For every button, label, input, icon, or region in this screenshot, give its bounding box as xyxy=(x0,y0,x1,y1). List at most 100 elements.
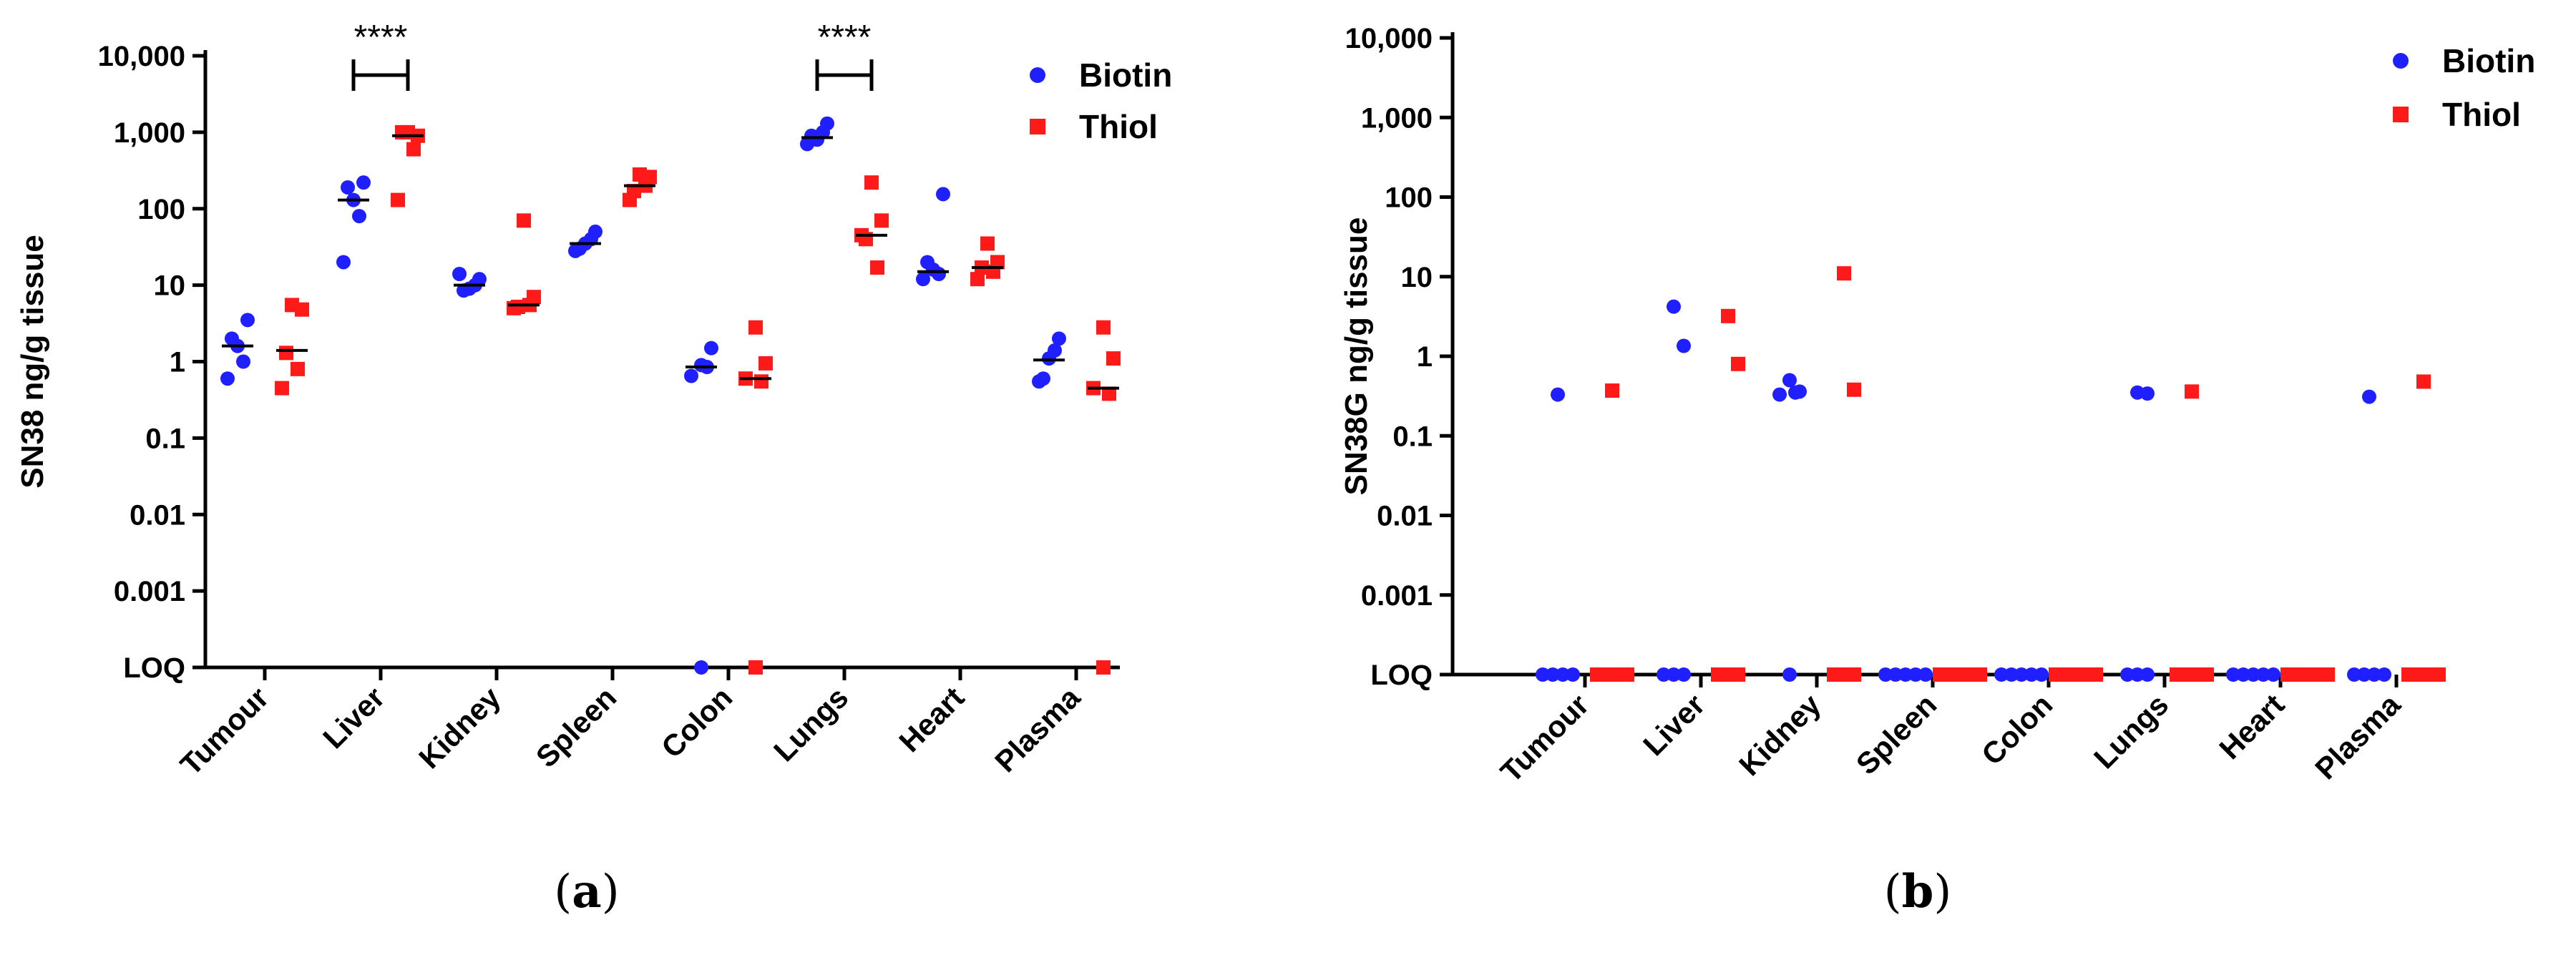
point-thiol xyxy=(754,374,769,389)
point-biotin xyxy=(2367,667,2381,682)
point-biotin xyxy=(2362,389,2376,404)
point-biotin xyxy=(1908,667,1923,682)
point-thiol xyxy=(1731,667,1745,682)
point-biotin xyxy=(1667,667,1681,682)
point-thiol xyxy=(391,192,405,207)
point-biotin xyxy=(1667,299,1681,314)
point-biotin xyxy=(804,128,819,143)
point-thiol xyxy=(758,356,773,371)
legend-marker-biotin xyxy=(1030,67,1045,83)
y-tick-label: 10,000 xyxy=(98,41,185,72)
point-biotin xyxy=(920,255,935,270)
point-thiol xyxy=(2416,374,2431,389)
x-tick-label: Heart xyxy=(892,680,970,758)
point-biotin xyxy=(816,124,830,139)
point-biotin xyxy=(1994,667,2009,682)
point-biotin xyxy=(457,283,471,298)
point-thiol xyxy=(1731,356,1745,371)
legend-label: Thiol xyxy=(1079,108,1158,145)
y-tick-label: 0.01 xyxy=(130,499,185,531)
point-thiol xyxy=(517,213,531,228)
point-thiol xyxy=(1106,351,1121,366)
point-thiol xyxy=(627,184,641,199)
y-tick-label: 0.1 xyxy=(145,423,185,454)
y-tick-label: 1 xyxy=(1417,341,1433,373)
y-tick-label: 0.1 xyxy=(1392,421,1433,452)
point-biotin xyxy=(1898,667,1913,682)
x-tick-label: Plasma xyxy=(988,680,1087,779)
point-biotin xyxy=(240,313,255,328)
significance-label: **** xyxy=(818,19,872,57)
legend-label: Biotin xyxy=(2442,42,2535,79)
panel-caption: (a) xyxy=(554,865,619,919)
point-thiol xyxy=(1847,667,1861,682)
point-biotin xyxy=(2140,667,2155,682)
point-biotin xyxy=(1052,331,1066,346)
point-biotin xyxy=(572,241,587,256)
y-tick-label: 100 xyxy=(137,194,185,225)
y-tick-label: LOQ xyxy=(1370,660,1433,691)
point-thiol xyxy=(2185,384,2199,399)
point-biotin xyxy=(236,354,250,369)
legend-label: Biotin xyxy=(1079,57,1172,94)
point-thiol xyxy=(1973,667,1987,682)
x-tick-label: Tumour xyxy=(174,680,275,782)
point-thiol xyxy=(1721,308,1735,323)
significance-bracket xyxy=(815,59,874,91)
point-thiol xyxy=(511,299,525,314)
y-tick-label: 0.01 xyxy=(1377,501,1433,532)
point-thiol xyxy=(1096,660,1111,675)
point-biotin xyxy=(2120,667,2135,682)
y-axis-title: SN38G ng/g tissue xyxy=(1339,217,1374,496)
point-biotin xyxy=(352,209,366,224)
point-biotin xyxy=(2266,667,2280,682)
x-tick-label: Plasma xyxy=(2308,687,2407,786)
point-biotin xyxy=(2024,667,2039,682)
point-biotin xyxy=(2256,667,2270,682)
point-biotin xyxy=(1918,667,1933,682)
y-tick-label: 10,000 xyxy=(1345,23,1433,54)
y-axis-title: SN38 ng/g tissue xyxy=(15,235,50,489)
x-tick-label: Spleen xyxy=(1850,687,1943,781)
y-tick-label: 0.001 xyxy=(114,576,185,607)
x-tick-label: Colon xyxy=(655,680,738,764)
point-biotin xyxy=(704,341,718,356)
point-biotin xyxy=(684,368,698,383)
point-thiol xyxy=(406,142,421,157)
point-thiol xyxy=(279,346,293,361)
point-thiol xyxy=(1102,386,1116,401)
panel-caption: (b) xyxy=(1884,865,1952,919)
legend-marker-biotin xyxy=(2393,53,2409,69)
legend-marker-thiol xyxy=(1030,119,1045,134)
point-biotin xyxy=(1048,343,1062,358)
point-biotin xyxy=(1551,387,1565,402)
point-biotin xyxy=(2377,667,2391,682)
point-biotin xyxy=(1536,667,1550,682)
x-tick-label: Lungs xyxy=(2087,687,2175,775)
x-tick-label: Liver xyxy=(1636,687,1711,762)
point-biotin xyxy=(2226,667,2240,682)
point-biotin xyxy=(356,175,371,190)
y-tick-label: LOQ xyxy=(123,652,185,684)
x-tick-label: Colon xyxy=(1975,687,2059,771)
point-biotin xyxy=(932,267,946,282)
y-tick-label: 0.001 xyxy=(1361,580,1433,612)
significance-bracket xyxy=(351,59,410,91)
x-tick-label: Heart xyxy=(2212,687,2290,765)
point-thiol xyxy=(395,124,409,139)
point-thiol xyxy=(748,660,763,675)
point-biotin xyxy=(2236,667,2250,682)
y-tick-label: 100 xyxy=(1385,182,1433,214)
point-thiol xyxy=(1620,667,1634,682)
point-biotin xyxy=(1677,667,1691,682)
point-thiol xyxy=(748,320,763,335)
point-biotin xyxy=(341,180,355,195)
panel-a: LOQ 0.001 0.01 0.1 1 10 100 1,000 10,000 SN38 ng/… xyxy=(15,19,1172,919)
point-thiol xyxy=(2431,667,2446,682)
point-thiol xyxy=(874,213,889,228)
point-thiol xyxy=(2321,667,2335,682)
point-thiol xyxy=(1837,266,1851,281)
point-thiol xyxy=(1847,382,1861,397)
point-thiol xyxy=(1605,383,1619,398)
